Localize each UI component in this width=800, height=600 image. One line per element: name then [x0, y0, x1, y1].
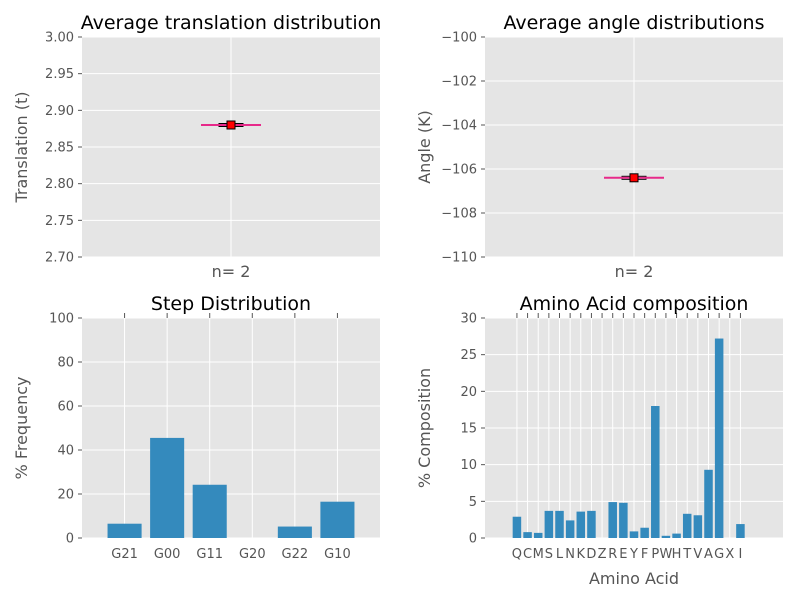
chart-4-x-tick-label: G: [714, 547, 724, 562]
chart-3-bar-g10: [320, 501, 355, 538]
chart-4-bar-a: [704, 469, 713, 538]
chart-4-y-axis-label: % Composition: [415, 368, 434, 488]
chart-4-bar-r: [608, 502, 617, 538]
chart-1-y-tick-label: 2.85: [45, 141, 74, 156]
chart-3-x-tick-label: G21: [111, 547, 138, 562]
chart-1-y-tick-label: 2.95: [45, 67, 74, 82]
chart-4-bar-s: [544, 510, 554, 538]
chart-4-y-tick-label: 20: [460, 385, 477, 400]
chart-3-x-tick-label: G10: [324, 547, 351, 562]
chart-3-title: Step Distribution: [151, 293, 311, 315]
chart-4-x-tick-label: V: [693, 547, 702, 562]
chart-4-x-tick-label: N: [565, 547, 575, 562]
chart-4-bar-l: [555, 510, 564, 538]
chart-4-x-tick-label: R: [608, 547, 617, 562]
chart-1-y-axis-label: Translation (t): [12, 91, 31, 203]
chart-4-y-tick-label: 5: [469, 495, 477, 510]
chart-1-y-tick-label: 2.75: [45, 214, 74, 229]
chart-2-y-tick-label: −108: [441, 207, 477, 222]
chart-3-bar-g22: [277, 526, 312, 538]
chart-4-x-tick-label: F: [641, 547, 648, 562]
chart-4-bar-e: [619, 502, 628, 538]
chart-4-x-tick-label: Y: [629, 547, 638, 562]
chart-4-bar-c: [523, 532, 532, 538]
chart-4-x-tick-label: W: [659, 547, 672, 562]
chart-3-bar-g00: [150, 437, 185, 538]
chart-4-x-tick-label: S: [545, 547, 553, 562]
chart-4-bar-t: [682, 513, 692, 538]
chart-4-bar-v: [693, 515, 703, 538]
chart-2-y-tick-label: −104: [441, 119, 477, 134]
chart-4-x-axis-label: Amino Acid: [589, 569, 679, 588]
chart-1-y-tick-label: 2.90: [45, 104, 74, 119]
chart-4-x-tick-label: X: [725, 547, 734, 562]
chart-4-bar-q: [512, 516, 522, 538]
chart-4-bar-d: [587, 510, 596, 538]
chart-3-y-tick-label: 0: [66, 532, 74, 547]
chart-4-bar-y: [629, 531, 639, 538]
chart-4-bar-n: [565, 520, 575, 538]
chart-4-y-tick-label: 0: [469, 532, 477, 547]
chart-3-bar-g21: [107, 523, 142, 538]
chart-4-x-tick-label: D: [586, 547, 596, 562]
chart-4-x-tick-label: H: [672, 547, 682, 562]
chart-3-x-tick-label: G22: [282, 547, 309, 562]
chart-3-y-tick-label: 80: [57, 356, 74, 371]
chart-2-y-tick-label: −102: [441, 75, 477, 90]
chart-4-y-tick-label: 30: [460, 312, 477, 327]
chart-3-background: [82, 318, 380, 538]
chart-3-x-tick-label: G20: [239, 547, 266, 562]
chart-4-bar-g: [714, 338, 724, 538]
chart-3-y-tick-label: 20: [57, 488, 74, 503]
chart-4-x-tick-label: P: [651, 547, 659, 562]
chart-4-x-tick-label: L: [556, 547, 564, 562]
chart-4-y-tick-label: 10: [460, 458, 477, 473]
chart-4-bar-w: [661, 535, 671, 538]
chart-4-x-tick-label: K: [577, 547, 586, 562]
chart-2-x-tick-label: n= 2: [615, 262, 654, 281]
chart-1-mean-marker: [226, 120, 236, 130]
chart-4-x-tick-label: Q: [512, 547, 522, 562]
chart-4-x-tick-label: Z: [598, 547, 607, 562]
chart-2-y-tick-label: −106: [441, 163, 477, 178]
chart-1-title: Average translation distribution: [81, 12, 382, 34]
chart-4-bar-i: [736, 524, 745, 538]
chart-4-bar-k: [576, 511, 586, 538]
chart-4-y-tick-label: 15: [460, 422, 477, 437]
chart-2-title: Average angle distributions: [504, 12, 765, 34]
chart-4-x-tick-label: E: [619, 547, 627, 562]
chart-4-x-tick-label: T: [682, 547, 691, 562]
chart-4-title: Amino Acid composition: [520, 293, 749, 315]
chart-3-y-tick-label: 100: [49, 312, 74, 327]
chart-4-bar-m: [533, 532, 543, 538]
chart-1-y-tick-label: 3.00: [45, 31, 74, 46]
chart-3-y-tick-label: 60: [57, 400, 74, 415]
chart-2-mean-marker: [629, 173, 639, 183]
chart-3-x-tick-label: G00: [154, 547, 181, 562]
chart-2-y-tick-label: −110: [441, 251, 477, 266]
chart-4-x-tick-label: C: [523, 547, 532, 562]
chart-1-x-tick-label: n= 2: [212, 262, 251, 281]
chart-4-y-tick-label: 25: [460, 348, 477, 363]
chart-4-x-tick-label: I: [739, 547, 743, 562]
chart-3-y-axis-label: % Frequency: [12, 377, 31, 480]
chart-4-bar-h: [672, 533, 681, 538]
chart-1-y-tick-label: 2.80: [45, 177, 74, 192]
chart-2-y-tick-label: −100: [441, 31, 477, 46]
chart-4-x-tick-label: A: [704, 547, 713, 562]
chart-3-x-tick-label: G11: [196, 547, 223, 562]
chart-3-y-tick-label: 40: [57, 444, 74, 459]
chart-1-y-tick-label: 2.70: [45, 251, 74, 266]
chart-4-x-tick-label: M: [533, 547, 544, 562]
chart-2-y-axis-label: Angle (K): [415, 110, 434, 184]
chart-4-bar-f: [640, 527, 649, 538]
chart-3-bar-g11: [192, 484, 227, 538]
chart-4-bar-p: [651, 406, 660, 538]
